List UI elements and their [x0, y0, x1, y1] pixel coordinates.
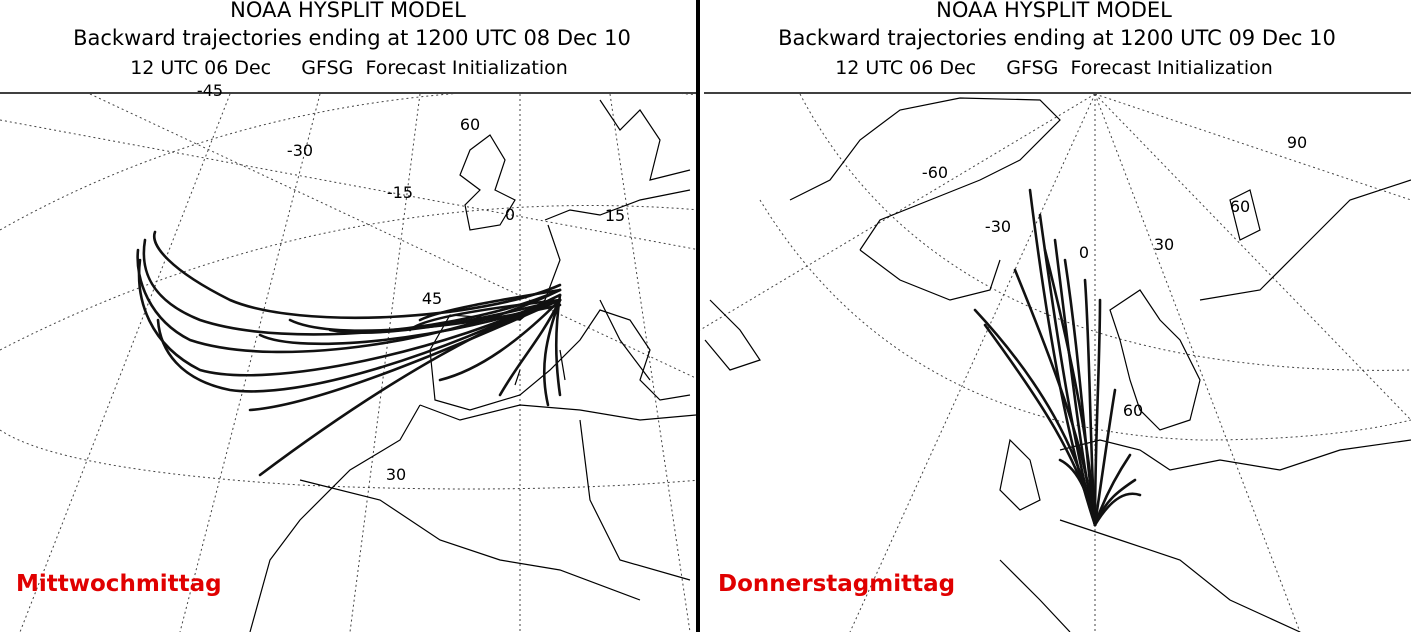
grid-label: -60	[922, 163, 948, 182]
map-left	[0, 94, 696, 632]
trajectories	[973, 188, 1142, 527]
title: NOAA HYSPLIT MODEL	[230, 0, 466, 22]
grid-label: 45	[422, 289, 442, 308]
grid-label: 90	[1287, 133, 1307, 152]
subtitle: Backward trajectories ending at 1200 UTC…	[778, 26, 1336, 50]
grid-label: 60	[460, 115, 480, 134]
grid-label: -45	[197, 81, 223, 100]
caption: Mittwochmittag	[16, 571, 222, 597]
grid-label: 60	[1123, 401, 1143, 420]
map-right	[700, 94, 1411, 632]
caption: Donnerstagmittag	[718, 571, 955, 597]
grid-label: 30	[386, 465, 406, 484]
subtitle: Backward trajectories ending at 1200 UTC…	[73, 26, 631, 50]
grid-label: 60	[1230, 197, 1250, 216]
grid-label: -30	[287, 141, 313, 160]
grid-label: 30	[1154, 235, 1174, 254]
initialization: 12 UTC 06 Dec GFSG Forecast Initializati…	[835, 57, 1273, 79]
grid-label: 0	[505, 205, 515, 224]
grid-label: 15	[605, 206, 625, 225]
trajectories	[136, 230, 562, 477]
grid-label: -15	[387, 183, 413, 202]
grid-label: 0	[1079, 243, 1089, 262]
grid-label: -30	[985, 217, 1011, 236]
title: NOAA HYSPLIT MODEL	[936, 0, 1172, 22]
initialization: 12 UTC 06 Dec GFSG Forecast Initializati…	[130, 57, 568, 79]
